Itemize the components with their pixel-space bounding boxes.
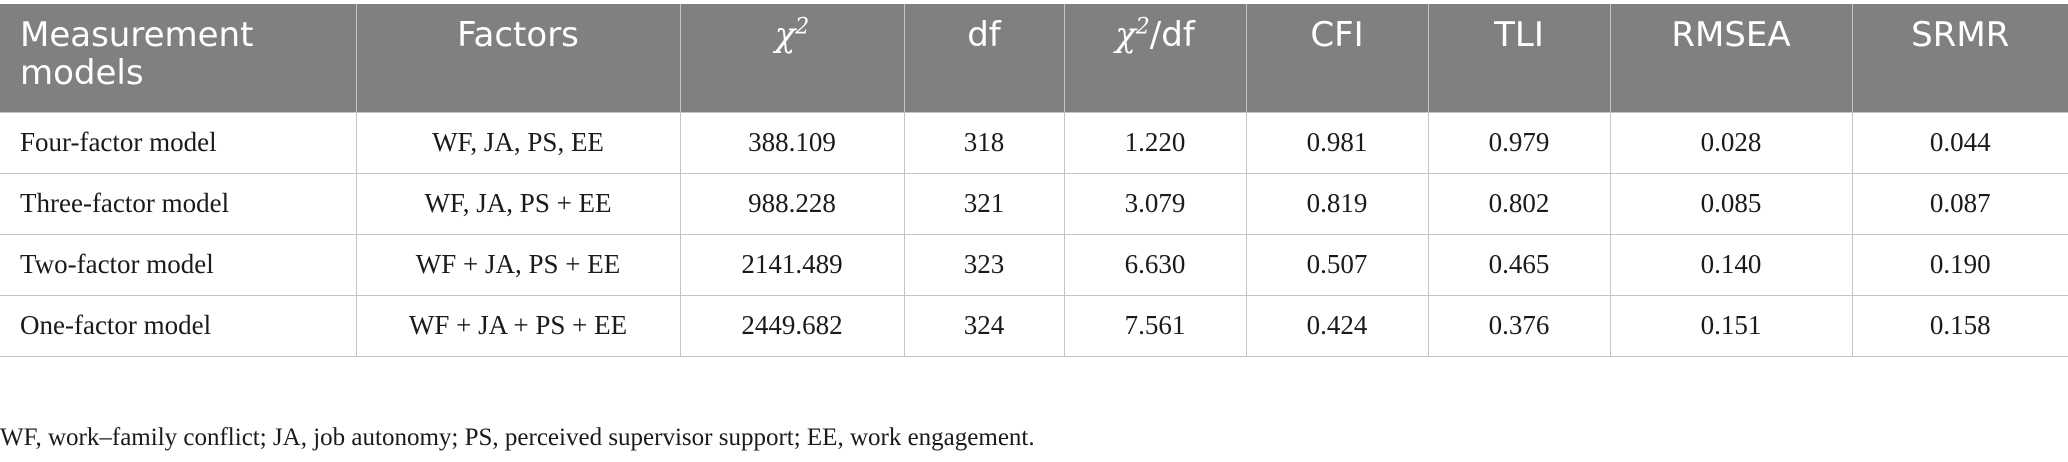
header-cfi: CFI xyxy=(1245,4,1429,113)
cell-factors: WF, JA, PS, EE xyxy=(355,111,681,174)
cell-model: One-factor model xyxy=(0,294,357,357)
header-chi-square-df: χ2/df xyxy=(1063,4,1247,113)
cell-chi-square: 2449.682 xyxy=(679,294,905,357)
cell-srmr: 0.190 xyxy=(1851,233,2068,296)
header-factors: Factors xyxy=(355,4,681,113)
cell-chi-square-df: 6.630 xyxy=(1063,233,1247,296)
table-footnote: WF, work–family conflict; JA, job autono… xyxy=(0,424,1035,451)
per-df-suffix: /df xyxy=(1149,15,1195,55)
cell-cfi: 0.981 xyxy=(1245,111,1429,174)
header-measurement-models: Measurement models xyxy=(0,4,357,113)
cell-chi-square-df: 7.561 xyxy=(1063,294,1247,357)
model-fit-table: Measurement models Factors χ2 df χ2/df C… xyxy=(0,4,2068,357)
cell-rmsea: 0.140 xyxy=(1609,233,1853,296)
chi-symbol: χ xyxy=(774,15,796,55)
header-srmr: SRMR xyxy=(1851,4,2068,113)
cell-df: 323 xyxy=(903,233,1065,296)
cell-rmsea: 0.085 xyxy=(1609,172,1853,235)
cell-model: Three-factor model xyxy=(0,172,357,235)
cell-chi-square: 388.109 xyxy=(679,111,905,174)
cell-chi-square: 2141.489 xyxy=(679,233,905,296)
table-row: Three-factor model WF, JA, PS + EE 988.2… xyxy=(0,172,2068,235)
cell-df: 324 xyxy=(903,294,1065,357)
chi-exponent: 2 xyxy=(795,14,810,40)
cell-rmsea: 0.151 xyxy=(1609,294,1853,357)
cell-cfi: 0.424 xyxy=(1245,294,1429,357)
header-rmsea: RMSEA xyxy=(1609,4,1853,113)
cell-srmr: 0.087 xyxy=(1851,172,2068,235)
cell-cfi: 0.507 xyxy=(1245,233,1429,296)
chi-exponent: 2 xyxy=(1135,14,1150,40)
cell-factors: WF + JA + PS + EE xyxy=(355,294,681,357)
cell-tli: 0.979 xyxy=(1427,111,1611,174)
cell-chi-square-df: 3.079 xyxy=(1063,172,1247,235)
header-df: df xyxy=(903,4,1065,113)
cell-cfi: 0.819 xyxy=(1245,172,1429,235)
cell-srmr: 0.158 xyxy=(1851,294,2068,357)
cell-tli: 0.376 xyxy=(1427,294,1611,357)
cell-tli: 0.465 xyxy=(1427,233,1611,296)
cell-model: Four-factor model xyxy=(0,111,357,174)
cell-model: Two-factor model xyxy=(0,233,357,296)
cell-rmsea: 0.028 xyxy=(1609,111,1853,174)
cell-srmr: 0.044 xyxy=(1851,111,2068,174)
cell-factors: WF + JA, PS + EE xyxy=(355,233,681,296)
cell-tli: 0.802 xyxy=(1427,172,1611,235)
header-tli: TLI xyxy=(1427,4,1611,113)
chi-symbol: χ xyxy=(1115,15,1136,55)
cell-chi-square-df: 1.220 xyxy=(1063,111,1247,174)
cell-chi-square: 988.228 xyxy=(679,172,905,235)
table-row: One-factor model WF + JA + PS + EE 2449.… xyxy=(0,294,2068,357)
header-row: Measurement models Factors χ2 df χ2/df C… xyxy=(0,4,2068,113)
table-row: Two-factor model WF + JA, PS + EE 2141.4… xyxy=(0,233,2068,296)
header-chi-square: χ2 xyxy=(679,4,905,113)
cell-df: 321 xyxy=(903,172,1065,235)
cell-factors: WF, JA, PS + EE xyxy=(355,172,681,235)
cell-df: 318 xyxy=(903,111,1065,174)
table-row: Four-factor model WF, JA, PS, EE 388.109… xyxy=(0,111,2068,174)
